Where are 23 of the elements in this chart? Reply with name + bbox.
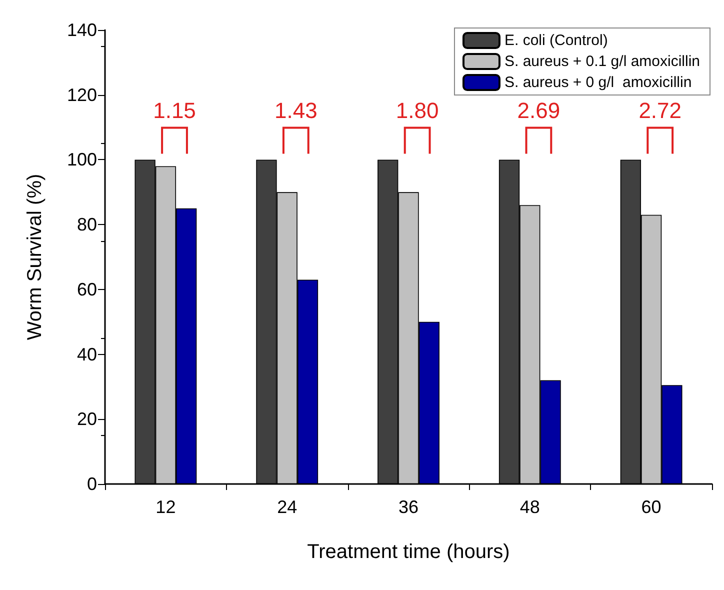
x-tick-label: 24 <box>277 497 298 517</box>
annotation: 2.72 <box>638 98 682 124</box>
legend-label: S. aureus + 0 g/l amoxicillin <box>504 74 692 91</box>
x-axis-title: Treatment time (hours) <box>307 541 510 563</box>
y-tick-label: 140 <box>66 20 97 40</box>
legend-label: E. coli (Control) <box>504 32 608 49</box>
x-tick-label: 48 <box>520 497 540 517</box>
annotation: 1.80 <box>396 98 439 124</box>
y-tick-label: 0 <box>86 474 97 494</box>
y-tick-label: 80 <box>76 214 97 235</box>
y-tick-label: 100 <box>66 150 97 170</box>
x-tick-label: 12 <box>156 497 176 517</box>
y-tick-label: 40 <box>76 344 97 364</box>
legend-label: S. aureus + 0.1 g/l amoxicillin <box>504 53 700 70</box>
annotation: 1.15 <box>153 98 196 124</box>
y-tick-label: 120 <box>66 84 97 105</box>
y-axis-title: Worm Survival (%) <box>24 174 46 340</box>
y-tick-label: 60 <box>76 279 97 300</box>
y-tick-label: 20 <box>76 409 97 430</box>
x-tick-label: 60 <box>641 497 662 517</box>
x-tick-label: 36 <box>398 497 419 517</box>
annotation: 1.43 <box>274 98 318 124</box>
annotation: 2.69 <box>517 98 560 124</box>
